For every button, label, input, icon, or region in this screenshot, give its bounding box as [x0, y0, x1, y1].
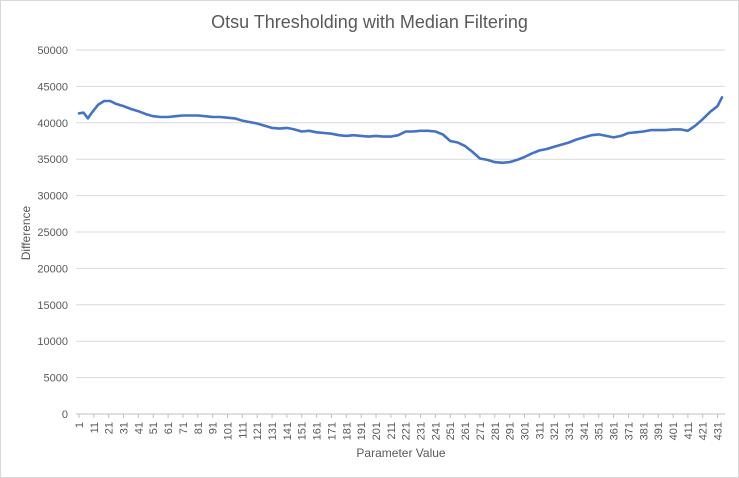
x-tick-label: 201	[371, 422, 383, 440]
x-axis-label: Parameter Value	[356, 446, 446, 460]
y-tick-label: 45000	[37, 81, 68, 93]
y-tick-label: 20000	[37, 263, 68, 275]
x-tick-label: 81	[193, 422, 205, 434]
x-tick-label: 91	[208, 422, 220, 434]
y-tick-label: 40000	[37, 118, 68, 130]
x-tick-label: 301	[519, 422, 531, 440]
x-tick-label: 71	[178, 422, 190, 434]
x-tick-label: 401	[668, 422, 680, 440]
y-tick-label: 35000	[37, 154, 68, 166]
y-tick-label: 50000	[37, 45, 68, 57]
x-tick-label: 221	[401, 422, 413, 440]
gridlines	[76, 49, 725, 415]
x-tick-label: 121	[252, 422, 264, 440]
x-tick-label: 281	[490, 422, 502, 440]
x-tick-label: 421	[698, 422, 710, 440]
x-tick-label: 141	[282, 422, 294, 440]
x-tick-label: 351	[594, 422, 606, 440]
x-tick-label: 231	[416, 422, 428, 440]
y-tick-label: 0	[62, 409, 68, 421]
x-tick-label: 151	[297, 422, 309, 440]
series-line	[77, 96, 724, 165]
x-tick-label: 251	[445, 422, 457, 440]
y-tick-label: 5000	[44, 373, 68, 385]
y-tick-label: 30000	[37, 191, 68, 203]
x-tick-label: 371	[623, 422, 635, 440]
x-tick-label: 291	[505, 422, 517, 440]
x-tick-label: 391	[653, 422, 665, 440]
x-tick-label: 241	[430, 422, 442, 440]
x-tick-label: 131	[267, 422, 279, 440]
x-tick-label: 211	[386, 422, 398, 440]
x-tick-label: 271	[475, 422, 487, 440]
x-tick-label: 181	[341, 422, 353, 440]
x-tick-label: 31	[119, 422, 131, 434]
x-tick-label: 1	[74, 422, 86, 428]
x-tick-label: 41	[133, 422, 145, 434]
y-tick-label: 15000	[37, 300, 68, 312]
x-tick-label: 51	[148, 422, 160, 434]
x-tick-label: 61	[163, 422, 175, 434]
x-tick-label: 431	[713, 422, 725, 440]
x-tick-label: 161	[312, 422, 324, 440]
x-tick-label: 111	[237, 422, 249, 439]
y-tick-labels: 0 5000 10000 15000 20000 25000 30000 35000 40000…	[37, 45, 68, 421]
x-tick-label: 21	[104, 422, 116, 434]
x-tick-label: 321	[549, 422, 561, 440]
x-tick-label: 331	[564, 422, 576, 440]
x-tick-label: 381	[638, 422, 650, 440]
x-tick-label: 361	[609, 422, 621, 440]
series-group	[77, 96, 724, 165]
chart-title: Otsu Thresholding with Median Filtering	[211, 12, 528, 32]
x-tick-label: 171	[326, 422, 338, 440]
x-tick-label: 101	[222, 422, 234, 440]
x-tick-label: 411	[683, 422, 695, 440]
y-tick-label: 25000	[37, 227, 68, 239]
x-tick-label: 191	[356, 422, 368, 440]
x-tick-label: 261	[460, 422, 472, 440]
x-tick-label: 341	[579, 422, 591, 440]
x-tick-label: 11	[89, 422, 101, 433]
x-tick-label: 311	[534, 422, 546, 440]
x-tick-labels: 1 11 21 31 41 51 61 71 81 91 101 111 121 131 141 151 161…	[74, 414, 725, 440]
y-tick-label: 10000	[37, 336, 68, 348]
